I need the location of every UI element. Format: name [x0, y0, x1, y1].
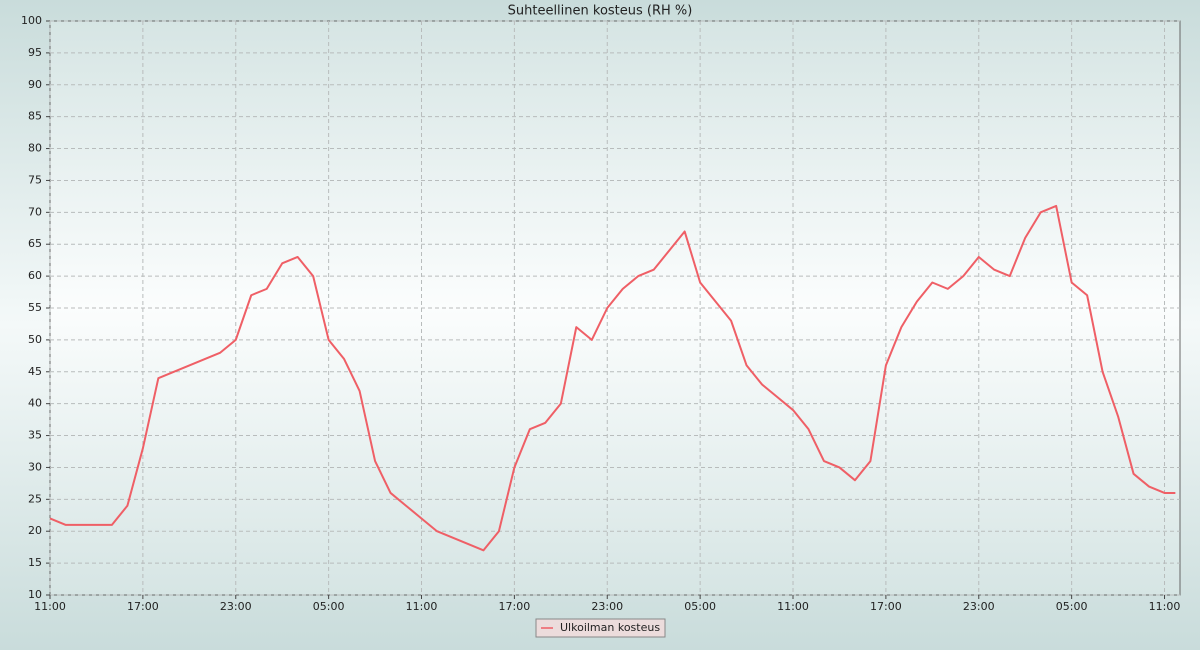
- x-tick-label: 23:00: [220, 600, 252, 613]
- y-tick-label: 60: [28, 269, 42, 282]
- y-tick-label: 50: [28, 333, 42, 346]
- y-tick-label: 70: [28, 205, 42, 218]
- y-tick-label: 95: [28, 46, 42, 59]
- line: [49, 204, 1176, 552]
- legend: [535, 618, 666, 638]
- y-tick-label: 15: [28, 556, 42, 569]
- x-tick-label: 23:00: [963, 600, 995, 613]
- x-tick-label: 11:00: [406, 600, 438, 613]
- x-tick-label: 17:00: [127, 600, 159, 613]
- y-tick-label: 30: [28, 460, 42, 473]
- x-tick-label: 05:00: [1056, 600, 1088, 613]
- y-tick-label: 40: [28, 397, 42, 410]
- legend-label: Ulkoilman kosteus: [560, 621, 660, 634]
- x-tick-label: 11:00: [34, 600, 66, 613]
- y-tick-label: 35: [28, 429, 42, 442]
- plot: 10 15 20 25 30 35 40 45 50 55 60 65 70 75 80 85 90 95 100 1…: [21, 14, 1180, 613]
- y-tick-label: 55: [28, 301, 42, 314]
- x-tick-label: 05:00: [313, 600, 345, 613]
- y-tick-label: 100: [21, 14, 42, 27]
- y-tick-label: 45: [28, 365, 42, 378]
- y-tick-label: 85: [28, 110, 42, 123]
- x-tick-label: 05:00: [684, 600, 716, 613]
- x-tick-label: 17:00: [499, 600, 531, 613]
- y-tick-label: 75: [28, 173, 42, 186]
- y-tick-label: 20: [28, 524, 42, 537]
- chart-title: Suhteellinen kosteus (RH %): [508, 4, 693, 19]
- x-tick-label: 23:00: [591, 600, 623, 613]
- y-tick-label: 80: [28, 142, 42, 155]
- y-tick-label: 25: [28, 492, 42, 505]
- x-tick-label: 17:00: [870, 600, 902, 613]
- y-tick-label: 65: [28, 237, 42, 250]
- y-tick-label: 10: [28, 588, 42, 601]
- x-tick-label: 11:00: [1149, 600, 1181, 613]
- y-tick-label: 90: [28, 78, 42, 91]
- x-tick-label: 11:00: [777, 600, 809, 613]
